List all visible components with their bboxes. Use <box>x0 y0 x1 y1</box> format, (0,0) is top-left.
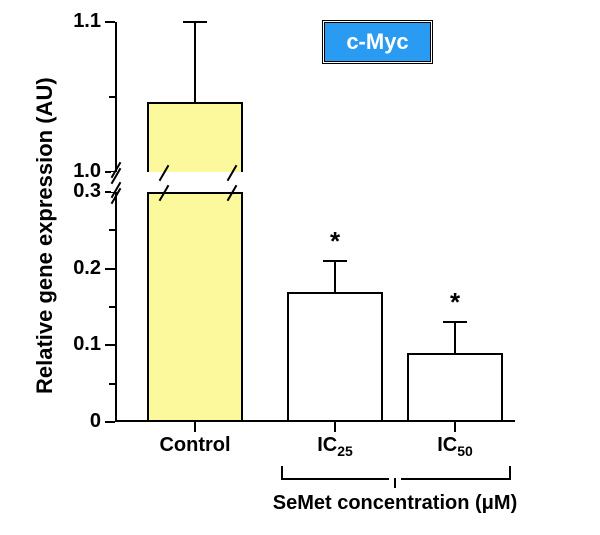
bracket-segment <box>509 466 511 478</box>
y-tick-label: 1.0 <box>41 160 101 183</box>
x-tick <box>334 422 336 432</box>
y-minor-tick <box>109 96 115 98</box>
y-minor-tick <box>109 383 115 385</box>
x-tick-label: Control <box>135 434 255 457</box>
errorbar-cap <box>323 260 347 262</box>
plot-area: ** <box>115 22 515 422</box>
y-tick-label: 0.1 <box>41 333 101 356</box>
x-tick <box>194 422 196 432</box>
errorbar-cap <box>183 21 207 23</box>
semet-group-label: SeMet concentration (μM) <box>245 492 545 515</box>
bracket-segment <box>394 478 396 488</box>
bar-control <box>147 102 243 173</box>
y-tick-label: 0.2 <box>41 257 101 280</box>
x-tick <box>454 422 456 432</box>
errorbar-cap <box>443 321 467 323</box>
cmyc-bar-chart: c-Myc Relative gene expression (AU) ** S… <box>0 0 600 535</box>
y-minor-tick <box>109 229 115 231</box>
bracket-segment <box>401 478 511 480</box>
x-tick-label: IC25 <box>275 434 395 459</box>
bracket-segment <box>281 466 283 478</box>
y-tick-label: 0.3 <box>41 180 101 203</box>
y-tick <box>105 268 115 270</box>
errorbar-line <box>454 322 456 353</box>
bar-ic25 <box>287 292 383 422</box>
errorbar-line <box>194 22 196 102</box>
y-tick <box>105 21 115 23</box>
y-tick <box>105 344 115 346</box>
bar-ic50 <box>407 353 503 422</box>
significance-star: * <box>440 287 470 318</box>
y-axis-line <box>115 22 117 422</box>
significance-star: * <box>320 226 350 257</box>
y-tick <box>105 421 115 423</box>
bracket-segment <box>281 478 389 480</box>
y-tick-label: 1.1 <box>41 10 101 33</box>
bar-control <box>147 192 243 422</box>
errorbar-line <box>334 261 336 292</box>
y-minor-tick <box>109 306 115 308</box>
x-tick-label: IC50 <box>395 434 515 459</box>
y-tick-label: 0 <box>41 410 101 433</box>
